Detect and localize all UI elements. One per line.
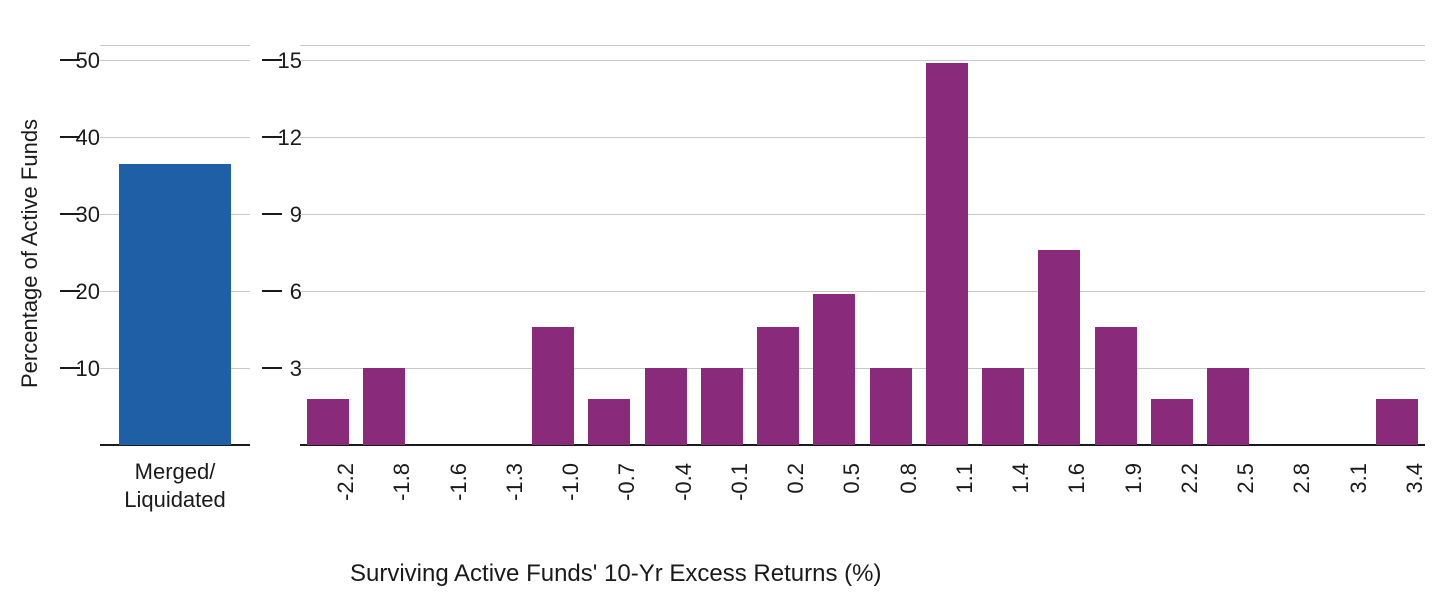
left-ytick-mark-0 <box>60 367 80 369</box>
left-gridline-4 <box>100 60 250 61</box>
right-xtick-7: -0.1 <box>727 463 753 523</box>
chart-container: Percentage of Active Funds Surviving Act… <box>0 0 1440 609</box>
right-bar-19 <box>1376 399 1418 445</box>
right-ytick-label-2: 9 <box>262 202 302 228</box>
right-ytick-label-3: 12 <box>262 125 302 151</box>
right-bar-6 <box>645 368 687 445</box>
right-xtick-18: 3.1 <box>1346 463 1372 523</box>
right-bar-12 <box>982 368 1024 445</box>
right-xtick-16: 2.5 <box>1233 463 1259 523</box>
right-ytick-mark-1 <box>262 290 282 292</box>
left-grid-top <box>100 45 250 46</box>
right-baseline <box>300 444 1425 446</box>
right-ytick-label-1: 6 <box>262 279 302 305</box>
right-gridline-2 <box>300 214 1425 215</box>
right-xtick-6: -0.4 <box>671 463 697 523</box>
right-xtick-5: -0.7 <box>614 463 640 523</box>
left-ytick-label-1: 20 <box>60 279 100 305</box>
right-xtick-13: 1.6 <box>1064 463 1090 523</box>
right-xtick-4: -1.0 <box>558 463 584 523</box>
left-ytick-label-2: 30 <box>60 202 100 228</box>
left-ytick-mark-2 <box>60 213 80 215</box>
right-ytick-mark-2 <box>262 213 282 215</box>
left-ytick-label-3: 40 <box>60 125 100 151</box>
left-ytick-label-4: 50 <box>60 48 100 74</box>
right-ytick-label-4: 15 <box>262 48 302 74</box>
left-category-label-line-0: Merged/ <box>80 459 270 485</box>
right-gridline-3 <box>300 137 1425 138</box>
right-xtick-19: 3.4 <box>1402 463 1428 523</box>
right-bar-5 <box>588 399 630 445</box>
right-bar-13 <box>1038 250 1080 445</box>
right-xtick-17: 2.8 <box>1289 463 1315 523</box>
left-ytick-mark-4 <box>60 59 80 61</box>
right-xtick-9: 0.5 <box>839 463 865 523</box>
y-axis-label: Percentage of Active Funds <box>17 108 43 388</box>
right-xtick-10: 0.8 <box>896 463 922 523</box>
left-gridline-3 <box>100 137 250 138</box>
left-ytick-label-0: 10 <box>60 356 100 382</box>
x-axis-label-right: Surviving Active Funds' 10-Yr Excess Ret… <box>350 560 881 588</box>
right-xtick-1: -1.8 <box>389 463 415 523</box>
right-gridline-1 <box>300 291 1425 292</box>
right-bar-16 <box>1207 368 1249 445</box>
left-ytick-mark-1 <box>60 290 80 292</box>
right-xtick-8: 0.2 <box>783 463 809 523</box>
right-gridline-0 <box>300 368 1425 369</box>
right-bar-7 <box>701 368 743 445</box>
right-xtick-2: -1.6 <box>446 463 472 523</box>
right-xtick-15: 2.2 <box>1177 463 1203 523</box>
right-xtick-3: -1.3 <box>502 463 528 523</box>
right-xtick-0: -2.2 <box>333 463 359 523</box>
right-bar-14 <box>1095 327 1137 445</box>
right-bar-15 <box>1151 399 1193 445</box>
left-ytick-mark-3 <box>60 136 80 138</box>
right-bar-1 <box>363 368 405 445</box>
right-ytick-mark-0 <box>262 367 282 369</box>
right-bar-10 <box>870 368 912 445</box>
right-ytick-label-0: 3 <box>262 356 302 382</box>
right-bar-11 <box>926 63 968 445</box>
right-xtick-11: 1.1 <box>952 463 978 523</box>
right-bar-9 <box>813 294 855 445</box>
right-grid-top <box>300 45 1425 46</box>
right-xtick-14: 1.9 <box>1121 463 1147 523</box>
left-category-label-line-1: Liquidated <box>80 487 270 513</box>
right-xtick-12: 1.4 <box>1008 463 1034 523</box>
right-gridline-4 <box>300 60 1425 61</box>
right-ytick-mark-4 <box>262 59 282 61</box>
left-bar <box>119 164 232 445</box>
right-bar-4 <box>532 327 574 445</box>
right-ytick-mark-3 <box>262 136 282 138</box>
right-bar-0 <box>307 399 349 445</box>
right-bar-8 <box>757 327 799 445</box>
